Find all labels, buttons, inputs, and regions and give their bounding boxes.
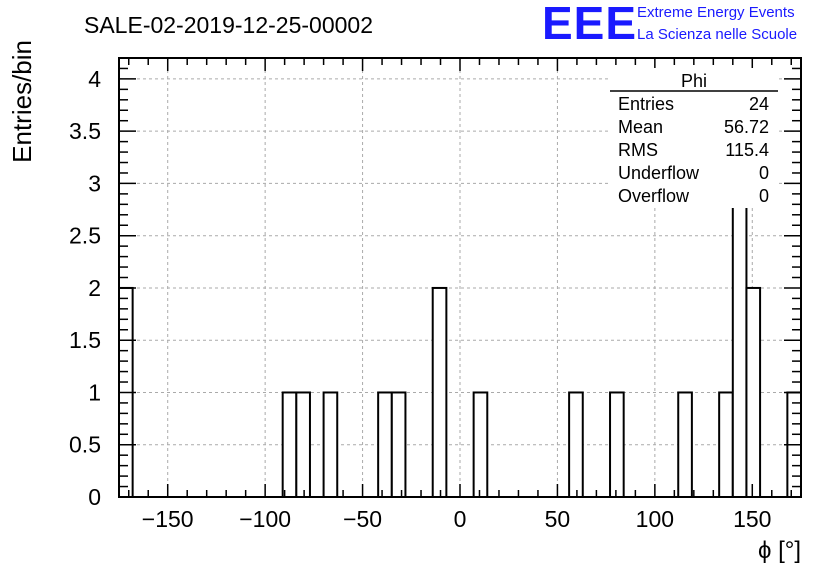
stats-row-label: Overflow bbox=[618, 186, 690, 206]
y-tick-label: 4 bbox=[88, 66, 101, 92]
histogram-bin-bar bbox=[745, 286, 762, 499]
histogram-bin-bar bbox=[431, 286, 448, 499]
histogram-bin-bar bbox=[731, 182, 748, 499]
stats-row-value: 0 bbox=[759, 186, 769, 206]
stats-row-value: 115.4 bbox=[725, 140, 769, 160]
histogram-bin-bar bbox=[322, 391, 339, 499]
histogram-bin-bar bbox=[677, 391, 693, 499]
y-tick-label: 1.5 bbox=[69, 327, 101, 353]
stats-row-label: RMS bbox=[618, 140, 658, 160]
stats-row-value: 0 bbox=[759, 163, 769, 183]
x-tick-label: 50 bbox=[545, 506, 571, 532]
x-tick-label: −100 bbox=[239, 506, 291, 532]
y-tick-label: 0 bbox=[88, 484, 101, 510]
histogram-bin-bar bbox=[295, 391, 311, 499]
x-tick-label: 100 bbox=[636, 506, 674, 532]
stats-box-title: Phi bbox=[681, 71, 707, 91]
stats-row-value: 56.72 bbox=[724, 117, 769, 137]
x-tick-label: −150 bbox=[142, 506, 194, 532]
x-tick-label: 150 bbox=[733, 506, 771, 532]
histogram-bin-bar bbox=[568, 391, 584, 499]
eee-logo-line1: Extreme Energy Events bbox=[637, 4, 795, 21]
histogram-bin-bar bbox=[718, 391, 734, 499]
eee-logo: EEE Extreme Energy Events La Scienza nel… bbox=[542, 0, 797, 49]
x-axis-ticks: −150 −100 −50 0 50 100 150 bbox=[127, 58, 793, 532]
y-tick-label: 3.5 bbox=[69, 118, 101, 144]
histogram-bin-bar bbox=[472, 391, 489, 499]
stats-box: Phi Entries 24 Mean 56.72 RMS 115.4 Underflow 0… bbox=[610, 68, 778, 208]
x-axis-label: ϕ [°] bbox=[758, 537, 801, 564]
y-axis-ticks: 0 0.5 1 1.5 2 2.5 3 3.5 4 bbox=[69, 57, 801, 510]
x-tick-label: −50 bbox=[343, 506, 382, 532]
stats-row-value: 24 bbox=[749, 94, 769, 114]
eee-logo-mark: EEE bbox=[542, 0, 637, 49]
y-tick-label: 3 bbox=[88, 170, 101, 196]
histogram-bin-bar bbox=[609, 391, 625, 499]
chart-title: SALE-02-2019-12-25-00002 bbox=[84, 12, 373, 38]
y-tick-label: 2.5 bbox=[69, 223, 101, 249]
stats-row-label: Underflow bbox=[618, 163, 700, 183]
y-tick-label: 0.5 bbox=[69, 432, 101, 458]
y-tick-label: 2 bbox=[88, 275, 101, 301]
histogram-bin-bar bbox=[281, 391, 298, 499]
stats-rows: Entries 24 Mean 56.72 RMS 115.4 Underflow 0 Over… bbox=[618, 94, 769, 206]
stats-row-label: Mean bbox=[618, 117, 663, 137]
histogram-bin-bar bbox=[377, 391, 393, 499]
y-axis-label: Entries/bin bbox=[7, 40, 37, 163]
stats-row-label: Entries bbox=[618, 94, 674, 114]
x-tick-label: 0 bbox=[454, 506, 467, 532]
histogram-bin-bar bbox=[390, 391, 407, 499]
y-tick-label: 1 bbox=[88, 379, 101, 405]
eee-logo-line2: La Scienza nelle Scuole bbox=[637, 26, 797, 43]
